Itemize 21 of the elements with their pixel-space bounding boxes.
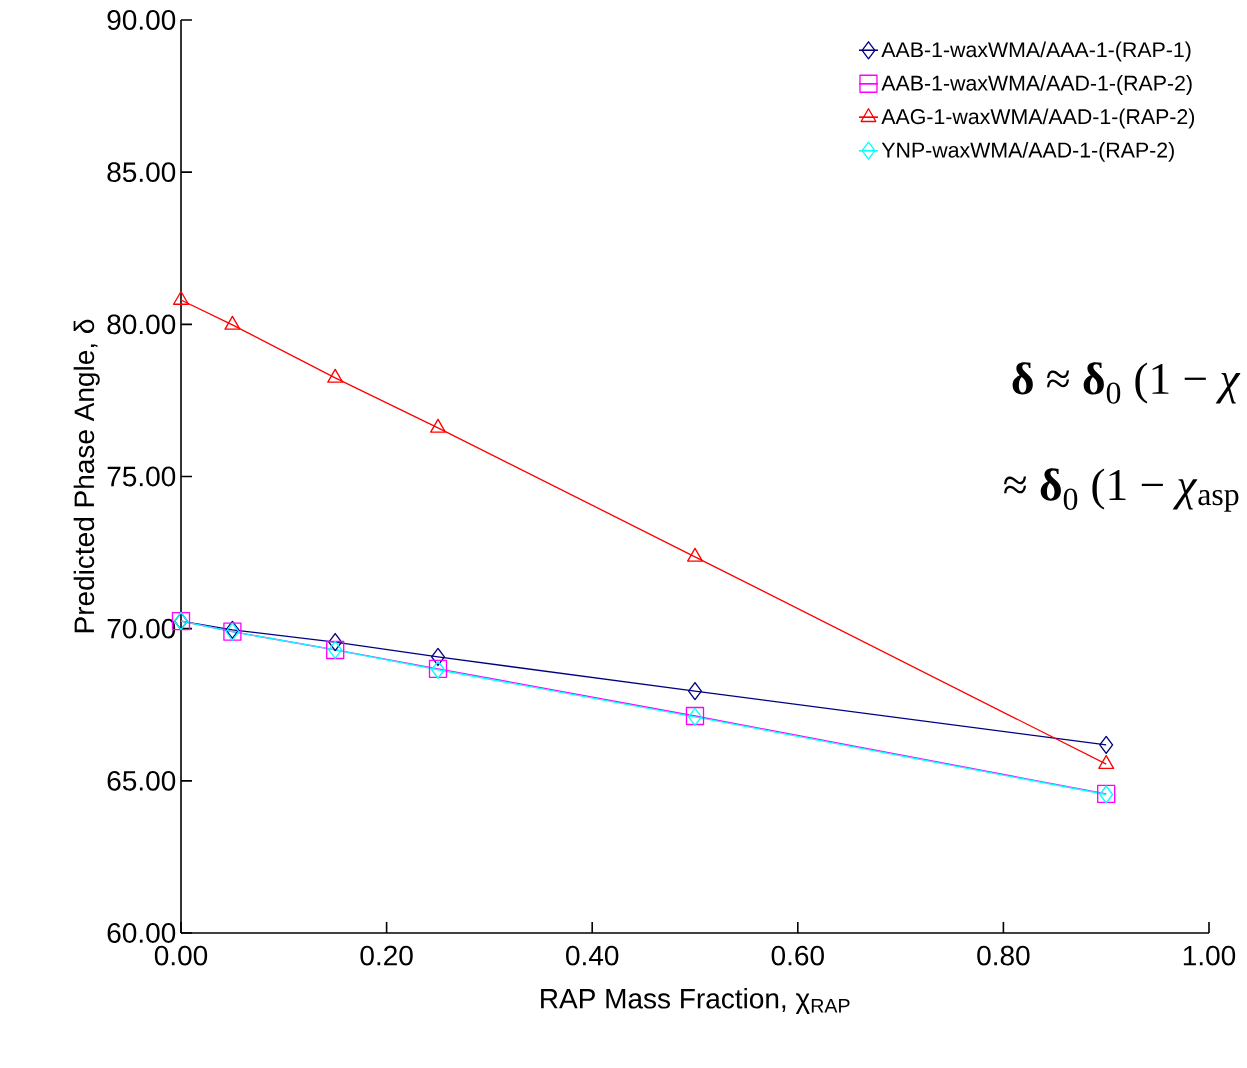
legend-label: YNP-waxWMA/AAD-1-(RAP-2)	[881, 141, 1174, 162]
annotation: ≈ δ$_{0}$ (1 − χ$_{asp}$	[1004, 468, 1239, 512]
annotation: δ ≈ δ$_{0}$ (1 − χ	[1012, 362, 1241, 404]
legend-label: AAB-1-waxWMA/AAD-1-(RAP-2)	[881, 75, 1192, 95]
x-tick-label: 0.60	[771, 945, 824, 966]
y-tick-label: 65.00	[107, 770, 176, 791]
y-tick-label: 80.00	[107, 314, 176, 335]
x-tick-label: 0.80	[977, 945, 1030, 966]
x-tick-label: 0.00	[154, 945, 208, 966]
x-axis-title: RAP Mass Fraction, χ$_{RAP}$	[541, 988, 850, 1015]
legend-label: AAB-1-waxWMA/AAA-1-(RAP-1)	[881, 41, 1191, 62]
legend-label: AAG-1-waxWMA/AAD-1-(RAP-2)	[881, 108, 1195, 129]
y-tick-label: 90.00	[107, 10, 176, 30]
x-tick-label: 0.20	[360, 945, 413, 966]
x-tick-label: 1.00	[1183, 945, 1236, 966]
y-tick-label: 60.00	[107, 923, 176, 943]
x-tick-label: 0.40	[566, 945, 619, 966]
y-tick-label: 70.00	[107, 618, 176, 639]
y-tick-label: 75.00	[107, 466, 176, 487]
y-tick-label: 85.00	[107, 162, 176, 183]
y-axis-title: Predicted Phase Angle, δ	[73, 319, 100, 633]
